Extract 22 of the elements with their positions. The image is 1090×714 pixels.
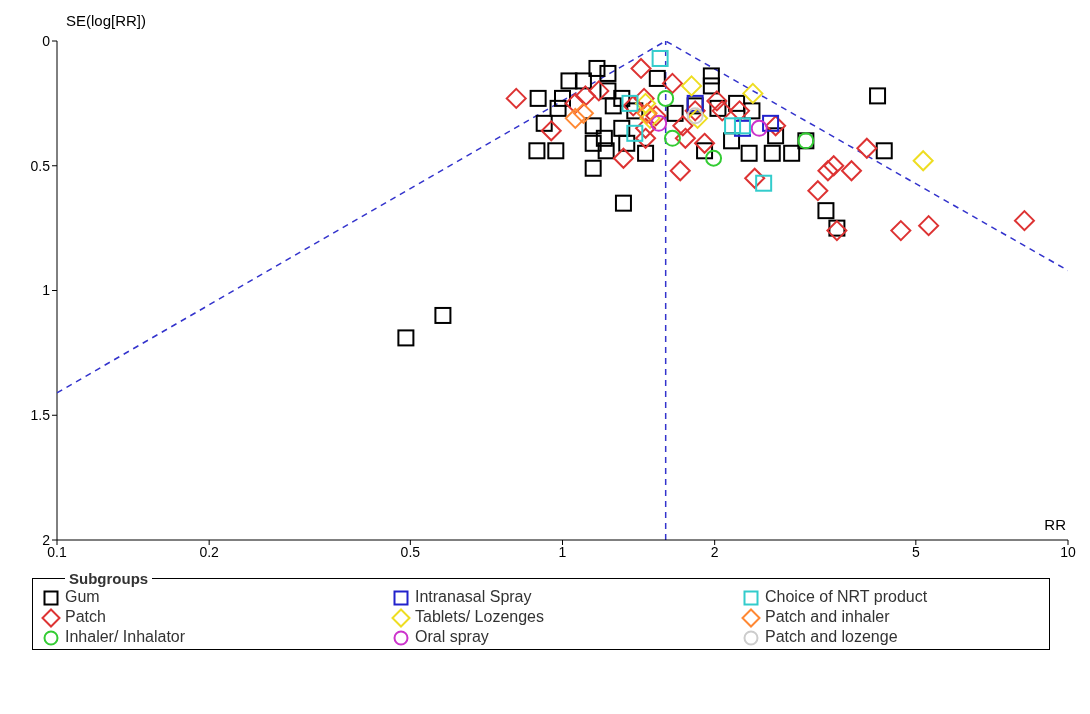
legend-title: Subgroups [68, 570, 150, 587]
legend-label: Patch and inhaler [764, 607, 891, 627]
x-tick-label: 0.5 [400, 543, 421, 560]
legend-label: Patch and lozenge [764, 627, 899, 647]
x-axis-title: RR [1044, 516, 1066, 533]
y-tick-label: 0 [42, 32, 51, 49]
y-axis-title: SE(log[RR]) [66, 12, 147, 29]
x-tick-label: 5 [911, 543, 920, 560]
legend-label: Gum [64, 587, 101, 607]
legend-label: Tablets/ Lozenges [414, 607, 545, 627]
y-tick-label: 0.5 [30, 157, 51, 174]
legend-label: Oral spray [414, 627, 490, 647]
y-tick-label: 1.5 [30, 407, 51, 424]
x-tick-label: 0.2 [199, 543, 220, 560]
legend-label: Intranasal Spray [414, 587, 533, 607]
legend-label: Inhaler/ Inhalator [64, 627, 187, 647]
y-tick-label: 1 [42, 282, 51, 299]
x-tick-label: 1 [558, 543, 567, 560]
x-tick-label: 2 [710, 543, 719, 560]
legend-label: Choice of NRT product [764, 587, 929, 607]
legend-label: Patch [64, 607, 107, 627]
x-tick-label: 10 [1060, 543, 1076, 560]
